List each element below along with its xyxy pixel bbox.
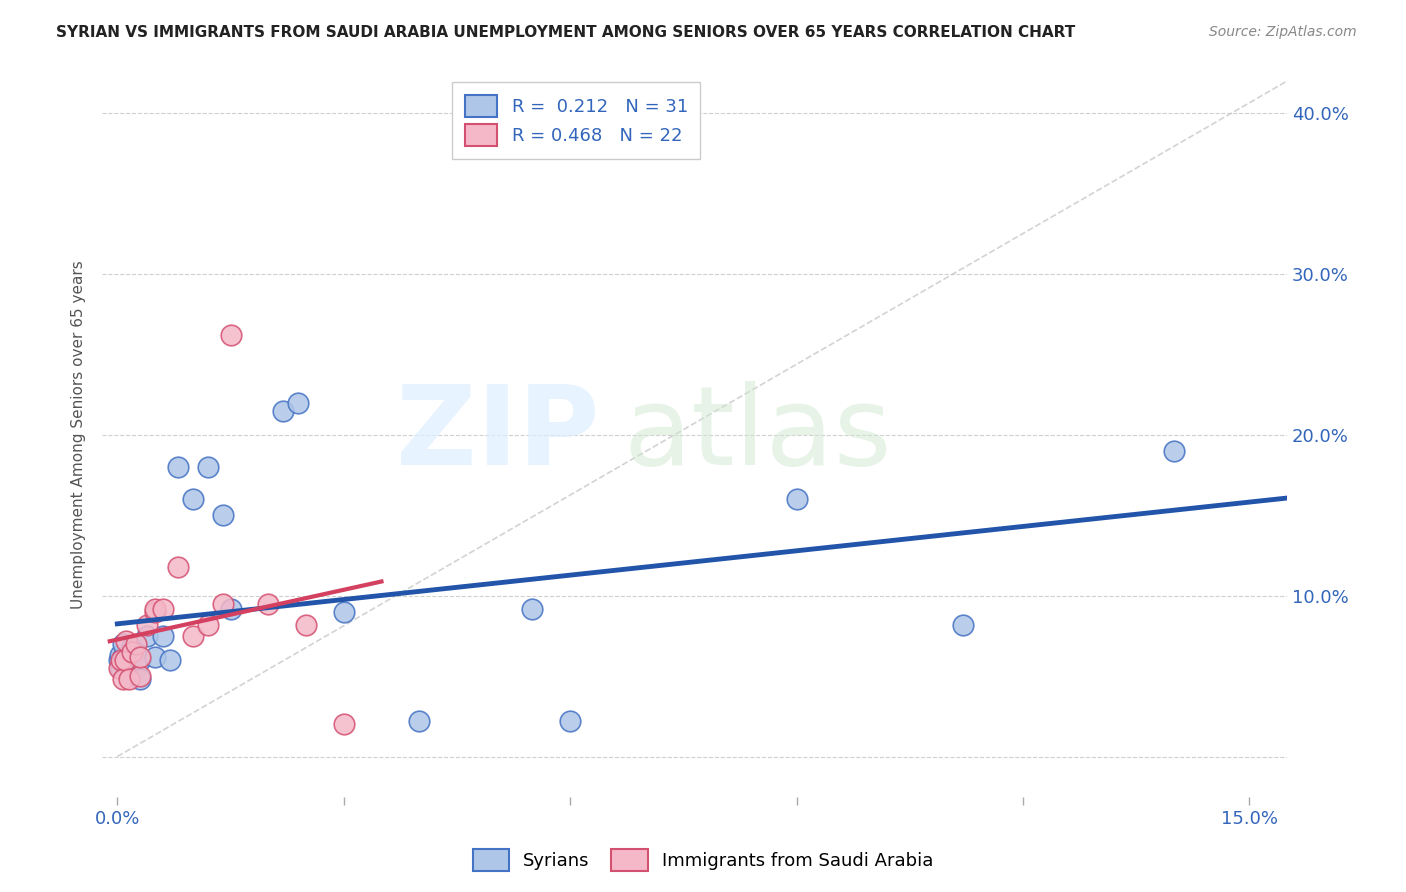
Point <box>115 633 138 648</box>
Point <box>166 460 188 475</box>
Point <box>152 629 174 643</box>
Point <box>952 617 974 632</box>
Point <box>181 492 204 507</box>
Point <box>114 661 136 675</box>
Point <box>112 637 135 651</box>
Point <box>786 492 808 507</box>
Text: Source: ZipAtlas.com: Source: ZipAtlas.com <box>1209 25 1357 39</box>
Point <box>108 648 131 663</box>
Point <box>219 601 242 615</box>
Point <box>558 714 581 728</box>
Point <box>332 717 354 731</box>
Point <box>181 629 204 643</box>
Point <box>117 673 139 687</box>
Legend: R =  0.212   N = 31, R = 0.468   N = 22: R = 0.212 N = 31, R = 0.468 N = 22 <box>451 82 700 159</box>
Point <box>143 605 166 619</box>
Point <box>110 661 132 675</box>
Point <box>129 669 152 683</box>
Point <box>332 605 354 619</box>
Point <box>108 653 131 667</box>
Point <box>152 601 174 615</box>
Point <box>136 617 159 632</box>
Point <box>117 665 139 680</box>
Point <box>295 617 318 632</box>
Point <box>166 559 188 574</box>
Point <box>287 395 309 409</box>
Point <box>125 637 148 651</box>
Point <box>197 460 219 475</box>
Point <box>212 508 235 523</box>
Text: ZIP: ZIP <box>396 382 600 488</box>
Point <box>212 597 235 611</box>
Point <box>115 653 138 667</box>
Point <box>522 601 544 615</box>
Point <box>257 597 280 611</box>
Point <box>197 617 219 632</box>
Point <box>111 649 134 664</box>
Legend: Syrians, Immigrants from Saudi Arabia: Syrians, Immigrants from Saudi Arabia <box>465 842 941 879</box>
Point <box>121 640 143 655</box>
Point <box>136 629 159 643</box>
Point <box>159 653 181 667</box>
Point <box>408 714 430 728</box>
Text: atlas: atlas <box>623 382 891 488</box>
Point <box>143 601 166 615</box>
Text: SYRIAN VS IMMIGRANTS FROM SAUDI ARABIA UNEMPLOYMENT AMONG SENIORS OVER 65 YEARS : SYRIAN VS IMMIGRANTS FROM SAUDI ARABIA U… <box>56 25 1076 40</box>
Point <box>111 673 134 687</box>
Point <box>121 649 143 664</box>
Point <box>129 649 152 664</box>
Point <box>121 645 143 659</box>
Point <box>273 403 295 417</box>
Y-axis label: Unemployment Among Seniors over 65 years: Unemployment Among Seniors over 65 years <box>72 260 86 609</box>
Point <box>129 673 152 687</box>
Point <box>108 661 131 675</box>
Point <box>1163 444 1185 458</box>
Point <box>110 653 132 667</box>
Point <box>129 653 152 667</box>
Point <box>114 653 136 667</box>
Point <box>125 661 148 675</box>
Point <box>219 328 242 343</box>
Point <box>143 649 166 664</box>
